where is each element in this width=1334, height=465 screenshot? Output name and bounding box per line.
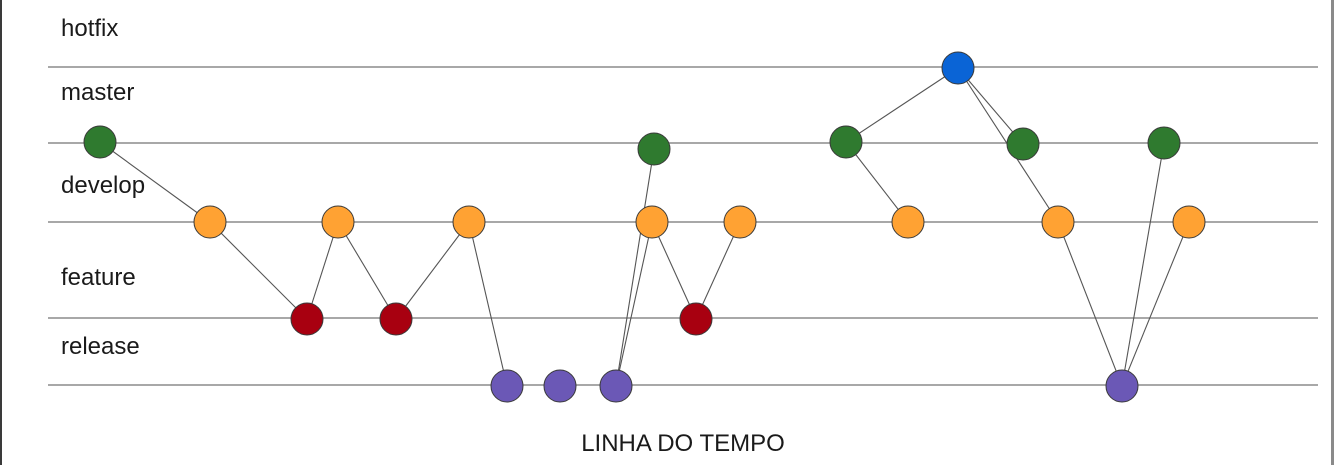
develop-commit — [193, 205, 227, 239]
commits — [83, 51, 1206, 403]
lane-label-release: release — [61, 333, 140, 360]
develop-commit — [321, 205, 355, 239]
edge — [337, 221, 397, 320]
edge — [99, 141, 211, 223]
edge — [468, 221, 508, 387]
develop-commit — [635, 205, 669, 239]
edge — [651, 221, 697, 320]
timeline-label: LINHA DO TEMPO — [581, 430, 785, 457]
edge — [615, 148, 655, 387]
develop-commit — [1041, 205, 1075, 239]
edge — [209, 221, 308, 320]
edge — [695, 221, 741, 320]
feature-commit — [679, 302, 713, 336]
feature-commit — [290, 302, 324, 336]
lane-label-hotfix: hotfix — [61, 15, 119, 42]
edge — [306, 221, 339, 320]
release-commit — [1105, 369, 1139, 403]
master-commit — [1006, 127, 1040, 161]
lane-label-master: master — [61, 79, 135, 106]
master-commit — [1147, 126, 1181, 160]
left-frame-border — [0, 0, 2, 465]
edge — [615, 221, 653, 387]
lane-rails — [48, 66, 1318, 386]
lane-label-develop: develop — [61, 172, 146, 199]
branch-diagram — [48, 51, 1318, 403]
master-commit — [829, 125, 863, 159]
hotfix-commit — [941, 51, 975, 85]
develop-commit — [723, 205, 757, 239]
right-frame-border — [1331, 0, 1334, 465]
master-commit — [83, 125, 117, 159]
develop-commit — [1172, 205, 1206, 239]
lane-label-feature: feature — [61, 264, 136, 291]
edge — [1121, 142, 1165, 387]
edge — [1057, 221, 1123, 387]
release-commit — [490, 369, 524, 403]
edge — [845, 67, 959, 143]
commit-connections — [99, 67, 1190, 387]
master-commit — [637, 132, 671, 166]
release-commit — [543, 369, 577, 403]
develop-commit — [452, 205, 486, 239]
edge — [1121, 221, 1190, 387]
feature-commit — [379, 302, 413, 336]
edge — [845, 141, 909, 223]
edge — [395, 221, 470, 320]
develop-commit — [891, 205, 925, 239]
edge — [957, 67, 1024, 145]
release-commit — [599, 369, 633, 403]
